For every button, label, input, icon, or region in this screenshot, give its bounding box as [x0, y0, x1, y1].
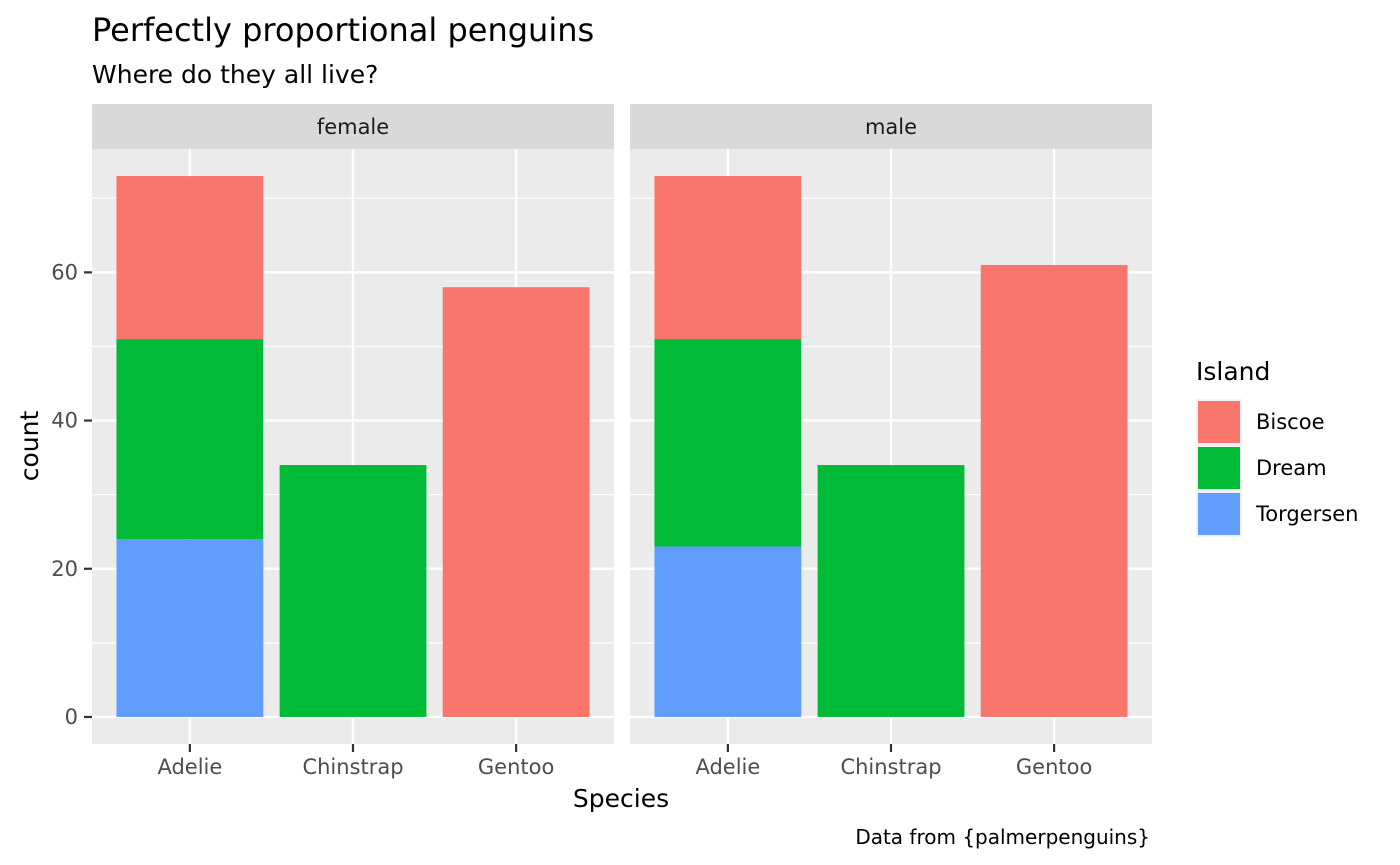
y-tick-label: 40: [51, 409, 78, 433]
bar-female-adelie-biscoe: [116, 176, 264, 340]
bar-male-gentoo-biscoe: [980, 264, 1128, 717]
facet-male: male Adelie Chinstrap Gentoo: [630, 104, 1152, 779]
chart-subtitle: Where do they all live?: [92, 60, 378, 89]
bar-male-adelie-dream: [654, 339, 802, 547]
legend: Island Biscoe Dream Torgersen: [1196, 357, 1358, 537]
facet-strip: [630, 104, 1152, 149]
chart-caption: Data from {palmerpenguins}: [855, 825, 1150, 849]
x-tick-label: Chinstrap: [302, 755, 403, 779]
x-tick-label: Gentoo: [478, 755, 554, 779]
x-tick-label: Gentoo: [1016, 755, 1092, 779]
bar-male-adelie-torgersen: [654, 546, 802, 717]
x-tick-label: Adelie: [157, 755, 222, 779]
y-tick-label: 20: [51, 557, 78, 581]
legend-label: Torgersen: [1255, 502, 1358, 526]
legend-label: Biscoe: [1256, 410, 1325, 434]
legend-key-biscoe: [1198, 401, 1240, 443]
legend-key-dream: [1198, 447, 1240, 489]
bar-female-chinstrap-dream: [279, 465, 427, 717]
chart-title: Perfectly proportional penguins: [92, 11, 594, 49]
facet-panels: female Adelie Chinstrap Gentoo male Adelie Chi…: [51, 104, 1152, 779]
x-tick-label: Chinstrap: [840, 755, 941, 779]
x-tick-label: Adelie: [695, 755, 760, 779]
facet-female: female Adelie Chinstrap Gentoo: [92, 104, 614, 779]
bar-male-adelie-biscoe: [654, 176, 802, 340]
legend-key-torgersen: [1198, 493, 1240, 535]
legend-title: Island: [1196, 357, 1270, 386]
facet-strip: [92, 104, 614, 149]
bar-female-adelie-torgersen: [116, 539, 264, 717]
y-axis: 0 20 40 60: [51, 260, 92, 729]
bar-female-gentoo-biscoe: [442, 287, 590, 717]
facet-label: female: [317, 115, 389, 139]
bar-male-chinstrap-dream: [817, 465, 965, 717]
legend-label: Dream: [1256, 456, 1327, 480]
y-tick-label: 60: [51, 260, 78, 284]
y-tick-label: 0: [65, 705, 78, 729]
x-axis-title: Species: [573, 784, 669, 813]
y-axis-title: count: [15, 411, 44, 482]
facet-label: male: [865, 115, 917, 139]
bar-female-adelie-dream: [116, 339, 264, 540]
